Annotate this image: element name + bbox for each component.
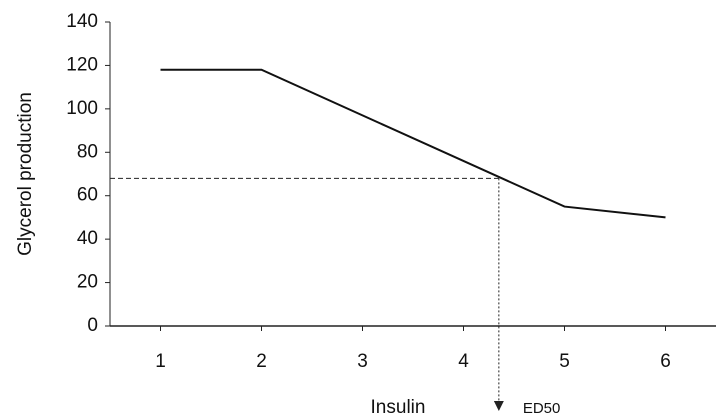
x-tick-label: 5 [559,351,570,372]
y-tick-label: 120 [66,54,98,75]
y-axis-label: Glycerol production [15,92,36,256]
y-tick-label: 20 [77,272,98,293]
x-axis-label: Insulin [371,397,426,418]
data-line [160,68,666,219]
y-tick-label: 80 [77,141,98,162]
y-tick-label: 140 [66,11,98,32]
x-tick-label: 1 [155,351,166,372]
y-tick-label: 100 [66,98,98,119]
x-tick-label: 2 [256,351,267,372]
y-tick-label: 0 [87,315,98,336]
x-tick-label: 6 [660,351,671,372]
y-tick-label: 60 [77,185,98,206]
x-tick-label: 3 [357,351,368,372]
x-tick-label: 4 [458,351,469,372]
y-tick-label: 40 [77,228,98,249]
annotation-label: ED50 [523,400,561,417]
